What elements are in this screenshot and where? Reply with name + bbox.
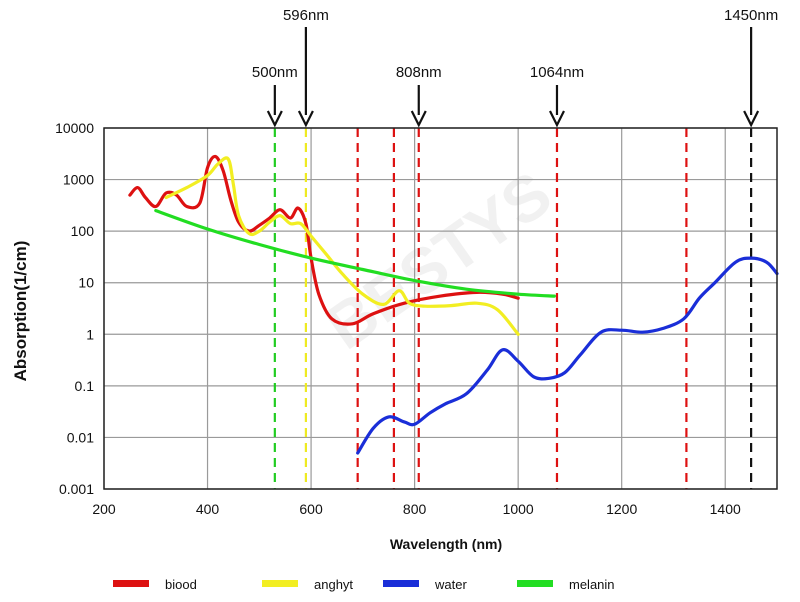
grid <box>103 127 777 490</box>
annotation-arrowhead <box>297 110 314 128</box>
annotation-arrowhead <box>410 110 427 128</box>
annotation-label: 1064nm <box>530 64 584 81</box>
y-tick-label: 1000 <box>63 172 94 188</box>
series-line-melanin <box>154 209 556 298</box>
x-axis-label: Wavelength (nm) <box>390 536 502 552</box>
x-tick-label: 400 <box>196 501 220 517</box>
legend-label-water: water <box>434 577 467 592</box>
annotation-label: 596nm <box>283 7 329 24</box>
y-tick-label: 0.001 <box>59 481 94 497</box>
y-tick-label: 0.1 <box>75 378 95 394</box>
x-tick-label: 1000 <box>503 501 534 517</box>
legend: biood anghyt water melanin <box>113 577 615 592</box>
legend-swatch-anghyt <box>262 580 298 587</box>
legend-label-biood: biood <box>165 577 197 592</box>
legend-swatch-water <box>383 580 419 587</box>
series-line-anghyt <box>164 156 520 336</box>
y-tick-label: 1 <box>86 326 94 342</box>
x-tick-label: 600 <box>299 501 323 517</box>
x-tick-labels: 200 400 600 800 1000 1200 1400 <box>92 501 741 517</box>
series-line-water <box>356 256 779 455</box>
legend-label-melanin: melanin <box>569 577 615 592</box>
x-tick-label: 1200 <box>606 501 637 517</box>
y-tick-labels: 10000 1000 100 10 1 0.1 0.01 0.001 <box>55 120 94 497</box>
y-tick-label: 0.01 <box>67 429 94 445</box>
annotation-arrowhead <box>743 110 760 128</box>
x-tick-label: 800 <box>403 501 427 517</box>
annotation-label: 1450nm <box>724 7 778 24</box>
plot-frame <box>103 127 778 490</box>
annotation-label: 500nm <box>252 64 298 81</box>
x-tick-label: 1400 <box>710 501 741 517</box>
wavelength-annotations: 500nm 596nm 808nm 1064nm 1450nm <box>252 7 778 128</box>
series-group <box>128 154 779 455</box>
x-tick-label: 200 <box>92 501 116 517</box>
y-axis-label: Absorption(1/cm) <box>11 241 30 382</box>
y-tick-label: 10 <box>78 275 94 291</box>
y-tick-label: 100 <box>71 223 95 239</box>
legend-swatch-biood <box>113 580 149 587</box>
watermark: BESTYS <box>313 157 564 363</box>
annotation-arrowhead <box>266 110 283 128</box>
y-tick-label: 10000 <box>55 120 94 136</box>
annotation-label: 808nm <box>396 64 442 81</box>
legend-swatch-melanin <box>517 580 553 587</box>
annotation-arrowhead <box>548 110 565 128</box>
legend-label-anghyt: anghyt <box>314 577 353 592</box>
reference-lines <box>273 128 753 489</box>
